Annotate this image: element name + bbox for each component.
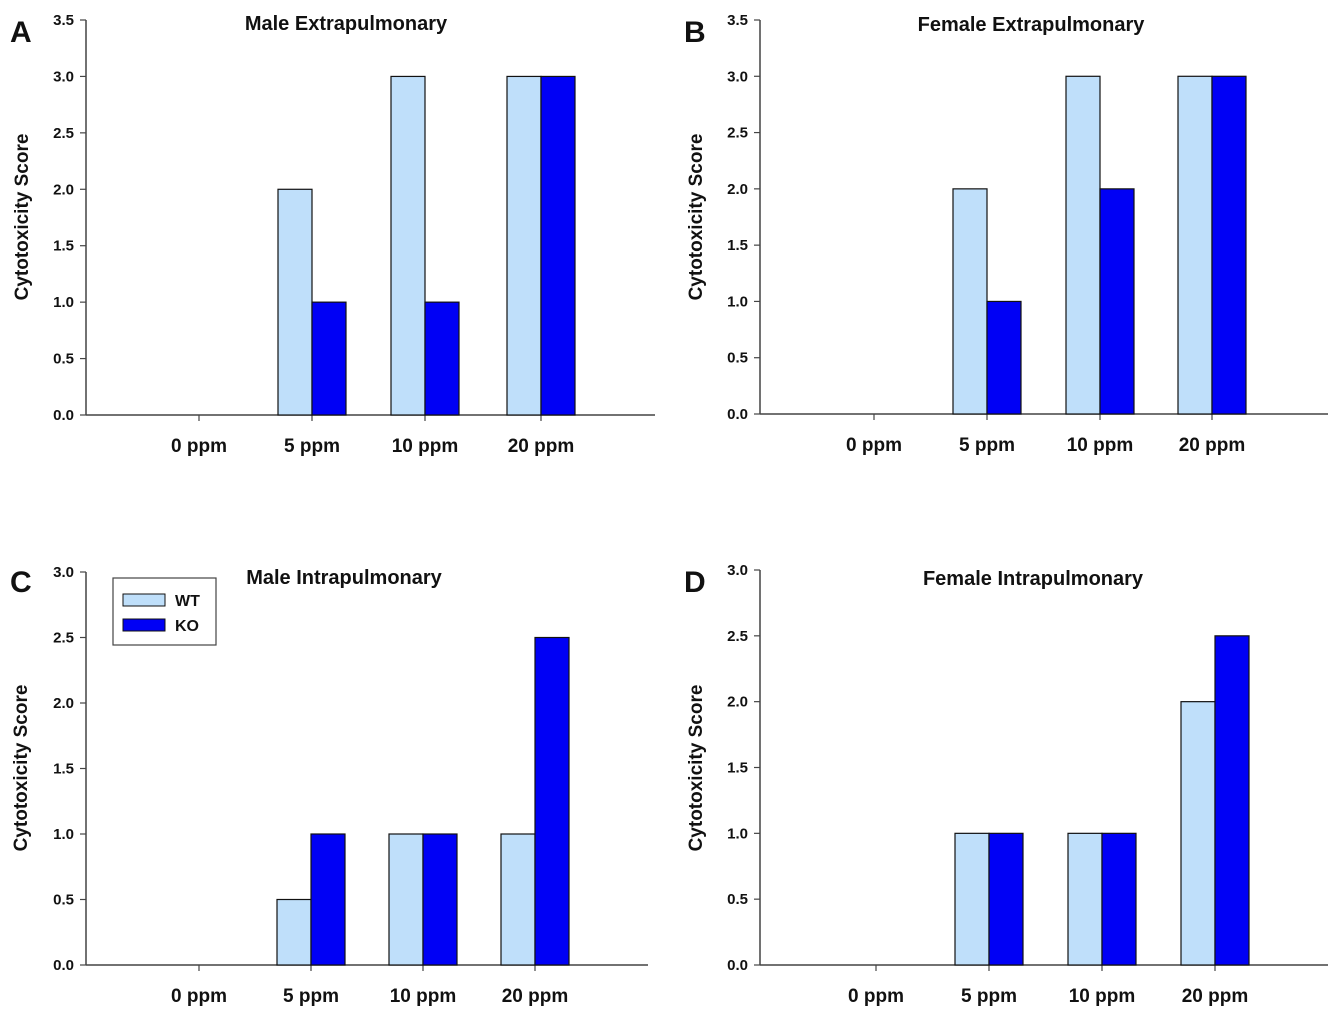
y-tick-label: 2.0 (727, 181, 748, 198)
x-tick-label: 5 ppm (283, 986, 339, 1007)
chart-title: Female Extrapulmonary (918, 14, 1146, 36)
chart-title: Male Extrapulmonary (245, 13, 448, 35)
y-tick-label: 1.5 (727, 760, 748, 777)
y-axis-label: Cytotoxicity Score (11, 685, 32, 852)
y-tick-label: 0.0 (53, 957, 74, 974)
y-tick-label: 2.0 (727, 694, 748, 711)
x-tick-label: 10 ppm (390, 986, 457, 1007)
bar-wt-20-ppm (506, 75, 542, 416)
y-tick-label: 2.5 (53, 630, 74, 647)
legend-label-ko: KO (175, 618, 199, 635)
panel-letter: D (684, 566, 706, 599)
bar-wt-20-ppm (1180, 701, 1216, 966)
bar-ko-10-ppm (424, 301, 460, 416)
bar-wt-10-ppm (1065, 75, 1101, 415)
y-tick-label: 1.5 (53, 761, 74, 778)
y-tick-label: 0.5 (727, 350, 748, 367)
x-tick-label: 10 ppm (392, 436, 459, 457)
bar-wt-5-ppm (952, 188, 988, 415)
chart-title: Female Intrapulmonary (923, 568, 1144, 590)
y-tick-label: 3.0 (727, 68, 748, 85)
bar-ko-10-ppm (1099, 188, 1135, 415)
x-tick-label: 20 ppm (508, 436, 575, 457)
y-tick-label: 3.5 (53, 12, 74, 29)
y-tick-label: 3.5 (727, 12, 748, 29)
x-tick-label: 20 ppm (1182, 986, 1249, 1007)
bar-ko-10-ppm (422, 833, 458, 966)
y-tick-label: 1.0 (53, 294, 74, 311)
bar-ko-5-ppm (988, 832, 1024, 966)
y-tick-label: 0.0 (53, 407, 74, 424)
bar-wt-10-ppm (390, 75, 426, 416)
legend-swatch-wt (122, 593, 166, 607)
bar-wt-20-ppm (1177, 75, 1213, 415)
y-tick-label: 2.0 (53, 695, 74, 712)
legend: WT KO (112, 577, 217, 646)
y-tick-label: 1.5 (53, 238, 74, 255)
panel-letter: B (684, 16, 706, 49)
x-tick-label: 5 ppm (959, 435, 1015, 456)
y-tick-label: 2.5 (727, 125, 748, 142)
legend-label-wt: WT (175, 593, 200, 610)
x-tick-label: 5 ppm (961, 986, 1017, 1007)
y-tick-label: 2.0 (53, 181, 74, 198)
bar-wt-5-ppm (277, 188, 313, 416)
y-tick-label: 2.5 (53, 125, 74, 142)
legend-swatch-ko (122, 618, 166, 632)
panel-a: A Male Extrapulmonary Cytotoxicity Score 0.… (10, 12, 655, 457)
bar-ko-20-ppm (540, 75, 576, 416)
y-tick-label: 0.5 (53, 892, 74, 909)
y-tick-label: 1.0 (53, 826, 74, 843)
bar-wt-10-ppm (388, 833, 424, 966)
y-axis-label: Cytotoxicity Score (686, 685, 707, 852)
panel-letter: A (10, 16, 32, 49)
bar-ko-20-ppm (1214, 635, 1250, 966)
x-tick-label: 0 ppm (171, 986, 227, 1007)
chart-title: Male Intrapulmonary (246, 567, 442, 589)
y-tick-label: 1.0 (727, 293, 748, 310)
y-tick-label: 3.0 (53, 68, 74, 85)
bar-wt-20-ppm (500, 833, 536, 966)
y-tick-label: 3.0 (53, 564, 74, 581)
y-tick-label: 2.5 (727, 628, 748, 645)
bar-wt-10-ppm (1067, 832, 1103, 966)
y-tick-label: 0.5 (727, 891, 748, 908)
x-tick-label: 0 ppm (171, 436, 227, 457)
x-tick-label: 0 ppm (848, 986, 904, 1007)
x-tick-label: 10 ppm (1069, 986, 1136, 1007)
bar-ko-20-ppm (534, 636, 570, 966)
bar-ko-5-ppm (986, 300, 1022, 415)
bar-ko-20-ppm (1211, 75, 1247, 415)
x-tick-label: 20 ppm (502, 986, 569, 1007)
bar-wt-5-ppm (954, 832, 990, 966)
panel-d: D Female Intrapulmonary Cytotoxicity Score… (684, 562, 1328, 1007)
panel-b: B Female Extrapulmonary Cytotoxicity Score… (684, 12, 1328, 456)
y-tick-label: 1.0 (727, 825, 748, 842)
x-tick-label: 5 ppm (284, 436, 340, 457)
panel-c: C Male Intrapulmonary Cytotoxicity Score 0.… (10, 564, 648, 1007)
y-tick-label: 3.0 (727, 562, 748, 579)
y-tick-label: 0.0 (727, 406, 748, 423)
x-tick-label: 0 ppm (846, 435, 902, 456)
bar-ko-5-ppm (311, 301, 347, 416)
y-tick-label: 0.0 (727, 957, 748, 974)
y-axis-label: Cytotoxicity Score (12, 134, 33, 301)
bar-wt-5-ppm (276, 898, 312, 966)
bar-ko-5-ppm (310, 833, 346, 966)
legend-box (112, 577, 217, 646)
y-tick-label: 0.5 (53, 351, 74, 368)
x-tick-label: 20 ppm (1179, 435, 1246, 456)
x-tick-label: 10 ppm (1067, 435, 1134, 456)
y-axis-label: Cytotoxicity Score (686, 134, 707, 301)
panel-letter: C (10, 566, 32, 599)
y-tick-label: 1.5 (727, 237, 748, 254)
bar-ko-10-ppm (1101, 832, 1137, 966)
